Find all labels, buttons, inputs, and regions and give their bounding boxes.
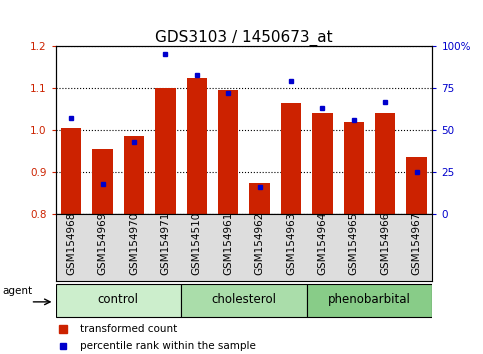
Title: GDS3103 / 1450673_at: GDS3103 / 1450673_at	[155, 30, 333, 46]
Bar	[181, 284, 307, 317]
Bar	[218, 90, 239, 214]
Text: cholesterol: cholesterol	[212, 293, 276, 306]
Bar	[92, 149, 113, 214]
Bar	[343, 122, 364, 214]
Bar	[249, 183, 270, 214]
Bar	[61, 128, 82, 214]
Text: transformed count: transformed count	[80, 324, 177, 333]
Bar	[56, 284, 181, 317]
Text: agent: agent	[3, 286, 33, 296]
Text: percentile rank within the sample: percentile rank within the sample	[80, 341, 256, 351]
Bar	[375, 113, 396, 214]
Bar	[307, 284, 432, 317]
Bar	[124, 136, 144, 214]
Bar	[312, 113, 333, 214]
Bar	[406, 158, 427, 214]
Text: phenobarbital: phenobarbital	[328, 293, 411, 306]
Bar	[281, 103, 301, 214]
Bar	[186, 78, 207, 214]
Bar	[155, 88, 176, 214]
Text: control: control	[98, 293, 139, 306]
